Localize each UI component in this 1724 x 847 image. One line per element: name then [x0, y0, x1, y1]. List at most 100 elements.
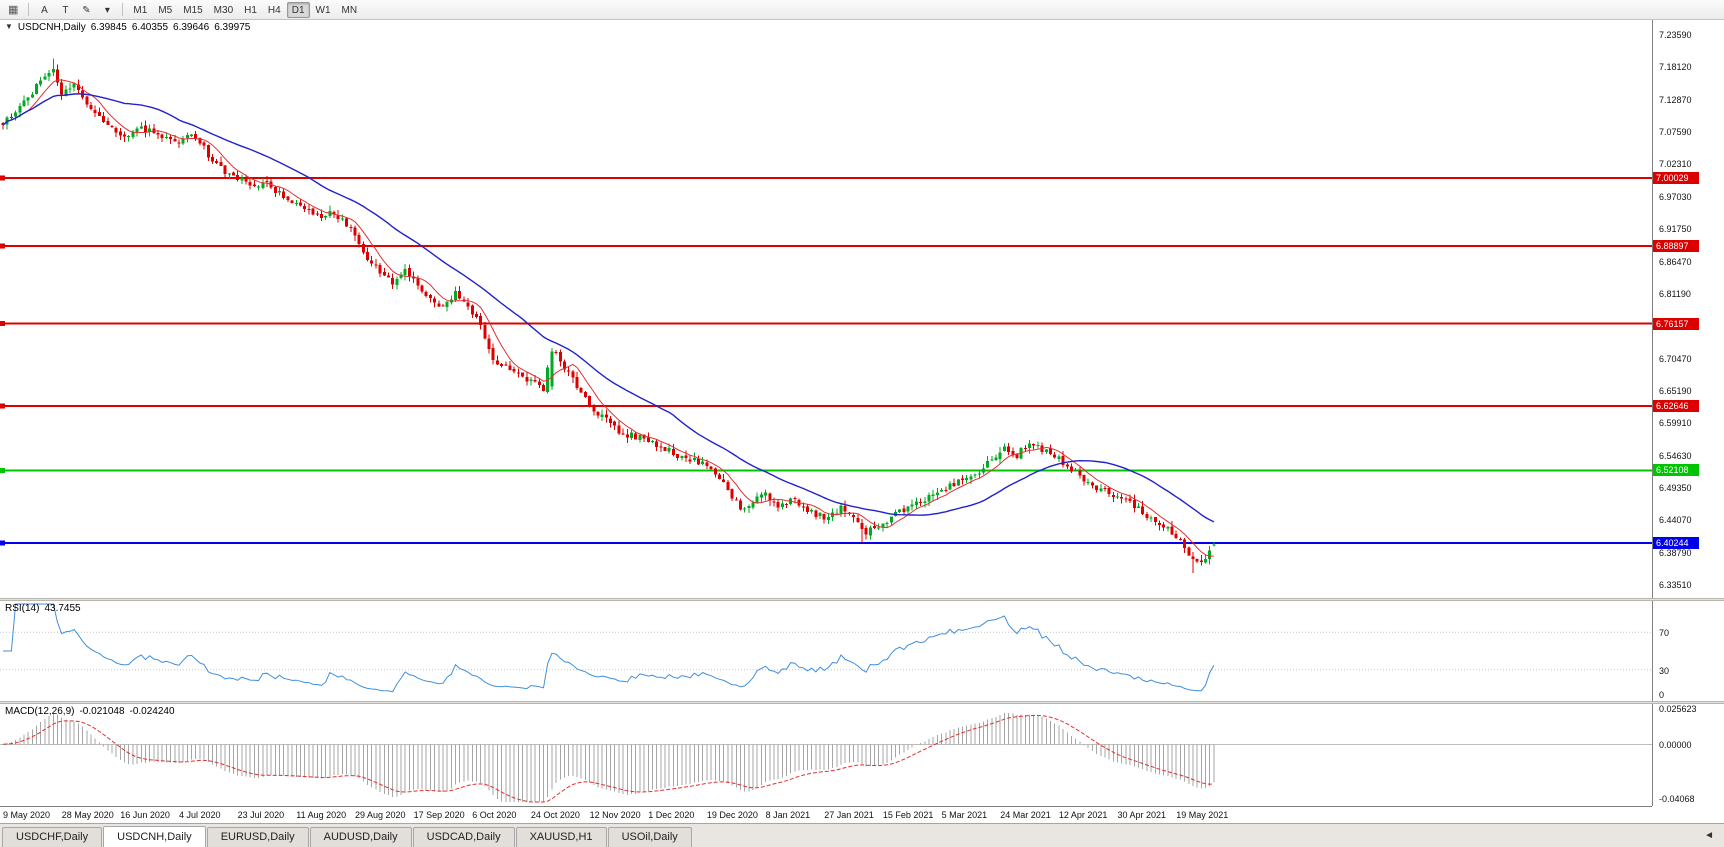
timeframe-button-H4[interactable]: H4	[267, 4, 281, 16]
date-tick-label: 24 Oct 2020	[530, 810, 580, 820]
date-tick-label: 4 Jul 2020	[179, 810, 221, 820]
timeframe-button-H1[interactable]: H1	[244, 4, 257, 16]
rsi-chart-canvas[interactable]	[0, 601, 1652, 701]
line-anchor-marker[interactable]	[0, 175, 5, 181]
rsi-indicator-name: RSI(14)	[5, 603, 40, 614]
macd-signal-line	[2, 714, 1214, 803]
ohlc-readout: ▼ USDCNH,Daily 6.39845 6.40355 6.39646 6…	[5, 22, 250, 33]
timeframe-button-W1[interactable]: W1	[315, 4, 331, 16]
macd-label: MACD(12,26,9) -0.021048 -0.024240	[5, 706, 175, 717]
drawing-tool-button[interactable]: ✎	[82, 4, 91, 16]
price-tick-label: 6.91750	[1659, 224, 1692, 235]
date-tick-label: 16 Jun 2020	[120, 810, 170, 820]
date-tick-label: 19 May 2021	[1176, 810, 1229, 820]
date-tick-label: 6 Oct 2020	[472, 810, 517, 820]
timeframe-button-M30[interactable]: M30	[213, 4, 234, 16]
rsi-line	[3, 603, 1215, 693]
date-tick-label: 19 Dec 2020	[706, 810, 758, 820]
price-tick-label: 6.33510	[1659, 580, 1692, 590]
timeframe-button-M1[interactable]: M1	[133, 4, 148, 16]
price-tick-label: 7.18120	[1659, 62, 1692, 73]
macd-tick-label: 0.025623	[1659, 704, 1697, 714]
price-chart-panel[interactable]: ▼ USDCNH,Daily 6.39845 6.40355 6.39646 6…	[0, 20, 1652, 598]
price-tick-label: 6.70470	[1659, 353, 1692, 364]
macd-chart-canvas[interactable]	[0, 704, 1652, 806]
symbol-tab-EURUSD-Daily[interactable]: EURUSD,Daily	[206, 827, 309, 847]
price-tick-label: 6.81190	[1659, 288, 1691, 299]
rsi-tick-label: 70	[1659, 628, 1670, 639]
open-value: 6.39845	[90, 22, 127, 33]
symbol-tab-AUDUSD-Daily[interactable]: AUDUSD,Daily	[309, 827, 412, 847]
price-line-tag: 6.62646	[1653, 400, 1699, 413]
timeframe-button-M15[interactable]: M15	[183, 4, 203, 16]
line-anchor-marker[interactable]	[0, 243, 5, 249]
window-tools-group: ▦	[3, 2, 23, 18]
macd-indicator-signal-value: -0.024240	[129, 706, 175, 717]
panel-splitter[interactable]	[0, 701, 1724, 704]
price-line-tag: 6.76157	[1653, 317, 1699, 330]
date-tick-label: 29 Aug 2020	[355, 810, 406, 820]
date-tick-label: 8 Jan 2021	[765, 810, 811, 820]
panel-splitter[interactable]	[0, 598, 1724, 601]
date-tick-label: 24 Mar 2021	[1000, 810, 1051, 820]
macd-chart[interactable]	[0, 704, 1652, 806]
line-anchor-marker[interactable]	[0, 467, 5, 473]
toolbar-separator	[28, 3, 30, 16]
chart-symbol-label: USDCNH,Daily	[17, 22, 86, 33]
symbol-tab-USDCAD-Daily[interactable]: USDCAD,Daily	[412, 827, 515, 847]
line-anchor-marker[interactable]	[0, 540, 5, 546]
close-value: 6.39975	[214, 22, 251, 33]
line-anchor-marker[interactable]	[0, 321, 5, 327]
macd-tick-label: -0.04068	[1659, 794, 1695, 804]
price-tick-label: 6.59910	[1659, 418, 1692, 429]
tab-scroll-left-icon[interactable]: ◄	[1704, 830, 1714, 841]
chart-window-icon[interactable]: ▦	[8, 3, 19, 16]
drawing-tool-caret-icon[interactable]: ▾	[104, 4, 110, 16]
fast-ma-line	[2, 79, 1214, 557]
timeframe-group: M1 M5 M15 M30 H1 H4 D1 W1 MN	[128, 1, 362, 18]
price-tick-label: 6.97030	[1659, 191, 1692, 202]
rsi-panel[interactable]: RSI(14) 43.7455	[0, 601, 1652, 701]
text-tool-button[interactable]: T	[62, 4, 69, 16]
price-tick-label: 6.86470	[1659, 256, 1692, 267]
high-value: 6.40355	[131, 22, 169, 33]
date-tick-label: 11 Aug 2020	[296, 810, 347, 820]
collapse-icon[interactable]: ▼	[5, 22, 13, 31]
price-tick-label: 6.38790	[1659, 547, 1692, 558]
date-tick-label: 15 Feb 2021	[882, 810, 934, 820]
date-tick-label: 28 May 2020	[61, 810, 114, 820]
draw-tools-group: A T ✎ ▾	[34, 2, 117, 18]
price-chart-canvas[interactable]	[0, 20, 1652, 598]
line-anchor-marker[interactable]	[0, 403, 5, 409]
symbol-tab-USDCHF-Daily[interactable]: USDCHF,Daily	[2, 827, 103, 847]
low-value: 6.39646	[173, 22, 210, 33]
symbol-tab-USDCNH-Daily[interactable]: USDCNH,Daily	[103, 826, 206, 847]
date-tick-label: 12 Apr 2021	[1058, 810, 1108, 820]
toolbar: ▦ A T ✎ ▾ M1 M5 M15 M30 H1 H4 D1 W1 MN	[0, 0, 1724, 20]
chart-tab-bar: USDCHF,Daily USDCNH,Daily EURUSD,Daily AUDU…	[0, 823, 1724, 847]
date-tick-label: 17 Sep 2020	[413, 810, 465, 820]
date-tick-label: 12 Nov 2020	[589, 810, 641, 820]
timeframe-button-D1[interactable]: D1	[286, 1, 310, 18]
timeframe-button-M5[interactable]: M5	[158, 4, 173, 16]
date-tick-label: 30 Apr 2021	[1117, 810, 1167, 820]
rsi-tick-label: 30	[1659, 665, 1670, 676]
rsi-tick-label: 0	[1659, 690, 1665, 700]
rsi-indicator-value: 43.7455	[44, 603, 81, 614]
price-axis[interactable]: 7.23590 7.18120 7.12870 7.07590 7.02310 6.970…	[1652, 20, 1724, 806]
candlestick-chart[interactable]	[0, 20, 1652, 598]
symbol-tab-USOil-Daily[interactable]: USOil,Daily	[607, 827, 692, 847]
price-tick-label: 6.54630	[1659, 450, 1692, 461]
timeframe-button-MN[interactable]: MN	[341, 4, 358, 16]
time-axis[interactable]: 9 May 2020 28 May 2020 16 Jun 2020 4 Jul 20…	[0, 806, 1652, 823]
macd-indicator-value: -0.021048	[79, 706, 125, 717]
symbol-tab-XAUUSD-H1[interactable]: XAUUSD,H1	[515, 827, 607, 847]
macd-panel[interactable]: MACD(12,26,9) -0.021048 -0.024240	[0, 704, 1652, 806]
price-tick-label: 6.44070	[1659, 515, 1692, 526]
date-tick-label: 5 Mar 2021	[941, 810, 988, 820]
price-tick-label: 7.12870	[1659, 94, 1692, 105]
cursor-tool-button[interactable]: A	[41, 4, 48, 16]
slow-ma-line	[2, 93, 1215, 523]
date-tick-label: 9 May 2020	[3, 810, 51, 820]
rsi-chart[interactable]	[0, 601, 1652, 701]
